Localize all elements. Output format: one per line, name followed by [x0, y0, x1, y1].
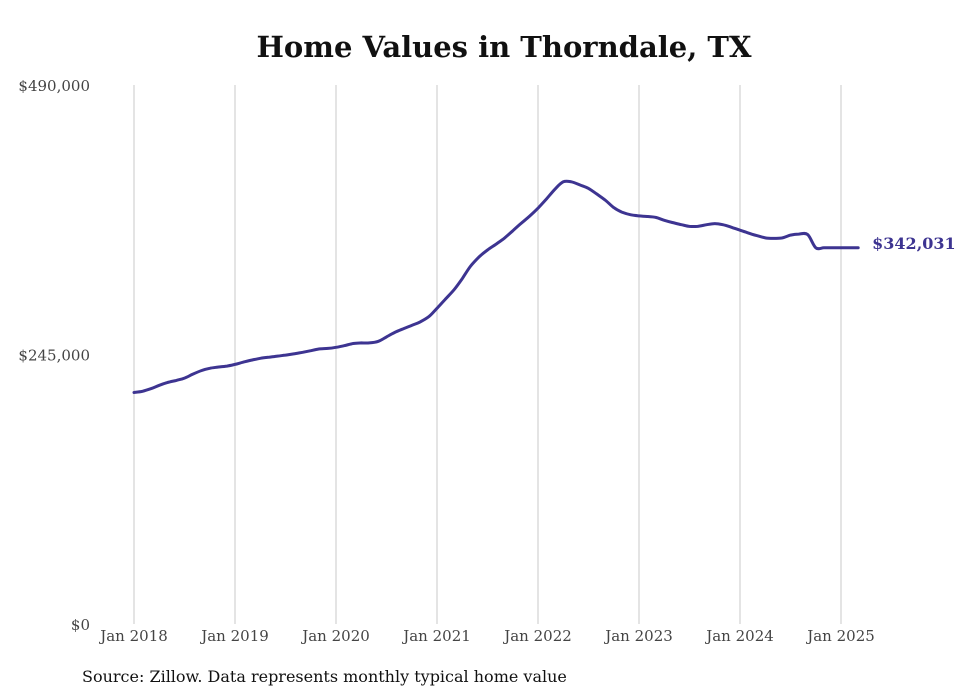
y-tick-label: $0: [71, 616, 90, 634]
x-tick-label: Jan 2022: [502, 627, 572, 645]
chart-title: Home Values in Thorndale, TX: [256, 30, 752, 64]
x-tick-label: Jan 2021: [401, 627, 471, 645]
source-note: Source: Zillow. Data represents monthly …: [82, 667, 567, 686]
x-axis-tick-labels: Jan 2018 Jan 2019 Jan 2020 Jan 2021 Jan 2022…: [98, 627, 875, 645]
y-axis-tick-labels: $0 $245,000 $490,000: [18, 77, 90, 634]
x-tick-label: Jan 2020: [300, 627, 370, 645]
x-tick-label: Jan 2023: [603, 627, 673, 645]
end-label-layer: $342,031: [872, 234, 956, 253]
series-layer: [132, 179, 860, 394]
series-line-home-value: [132, 179, 860, 394]
x-tick-label: Jan 2024: [704, 627, 774, 645]
y-tick-label: $490,000: [18, 77, 90, 95]
x-tick-label: Jan 2018: [98, 627, 168, 645]
end-value-label: $342,031: [872, 234, 956, 253]
x-tick-label: Jan 2025: [805, 627, 875, 645]
grid-lines: [133, 85, 842, 624]
x-tick-label: Jan 2019: [199, 627, 269, 645]
y-tick-label: $245,000: [18, 347, 90, 365]
